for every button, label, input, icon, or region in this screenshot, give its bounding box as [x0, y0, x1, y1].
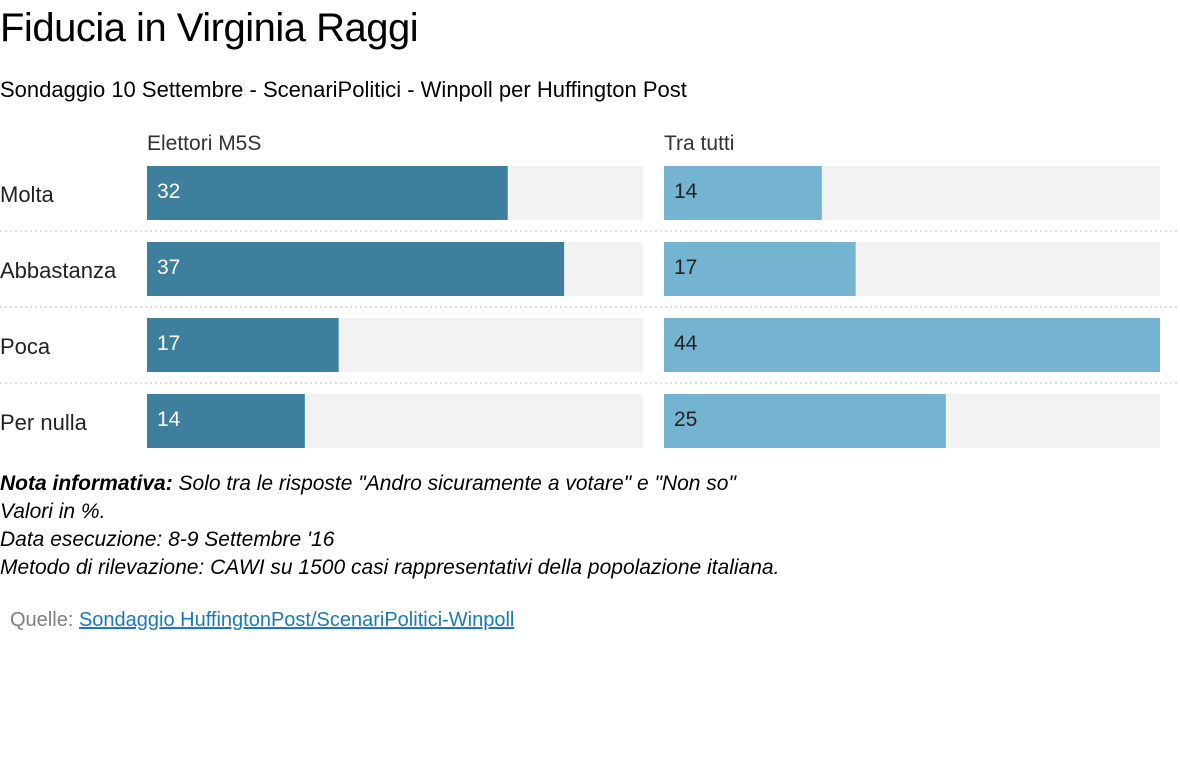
source: Quelle: Sondaggio HuffingtonPost/Scenari… [10, 606, 514, 634]
category-label: Poca [0, 334, 51, 359]
bar [664, 394, 946, 448]
notes-line-2: Valori in %. [0, 500, 106, 523]
notes-line-4: Metodo di rilevazione: CAWI su 1500 casi… [0, 556, 780, 579]
bar-value-label: 32 [157, 180, 180, 203]
category-label: Molta [0, 182, 55, 207]
notes: Nota informativa: Solo tra le risposte "… [0, 470, 779, 582]
bar-chart: Elettori M5S Tra tutti Molta 32 14 Abbastanza… [0, 132, 1180, 448]
bar-value-label: 25 [674, 408, 697, 431]
bar [147, 242, 565, 296]
chart-subtitle: Sondaggio 10 Settembre - ScenariPolitici… [0, 77, 687, 102]
series-header-2: Tra tutti [664, 132, 734, 155]
bar-value-label: 37 [157, 256, 180, 279]
bar [664, 318, 1160, 372]
chart-title: Fiducia in Virginia Raggi [0, 6, 419, 50]
bar-value-label: 17 [157, 332, 180, 355]
notes-line-1: Solo tra le risposte "Andro sicuramente … [172, 472, 736, 495]
source-label: Quelle: [10, 609, 74, 631]
bar [147, 166, 508, 220]
bar [664, 166, 822, 220]
category-label: Per nulla [0, 410, 88, 435]
series-header-1: Elettori M5S [147, 132, 261, 155]
notes-line-3: Data esecuzione: 8-9 Settembre '16 [0, 528, 335, 551]
bar-value-label: 14 [674, 180, 698, 203]
source-link[interactable]: Sondaggio HuffingtonPost/ScenariPolitici… [78, 609, 515, 631]
bar-value-label: 44 [674, 332, 698, 355]
bar [147, 394, 305, 448]
bar [664, 242, 856, 296]
bar [147, 318, 339, 372]
bar-value-label: 14 [157, 408, 181, 431]
category-label: Abbastanza [0, 258, 117, 283]
notes-label: Nota informativa: [0, 472, 173, 495]
bar-value-label: 17 [674, 256, 697, 279]
